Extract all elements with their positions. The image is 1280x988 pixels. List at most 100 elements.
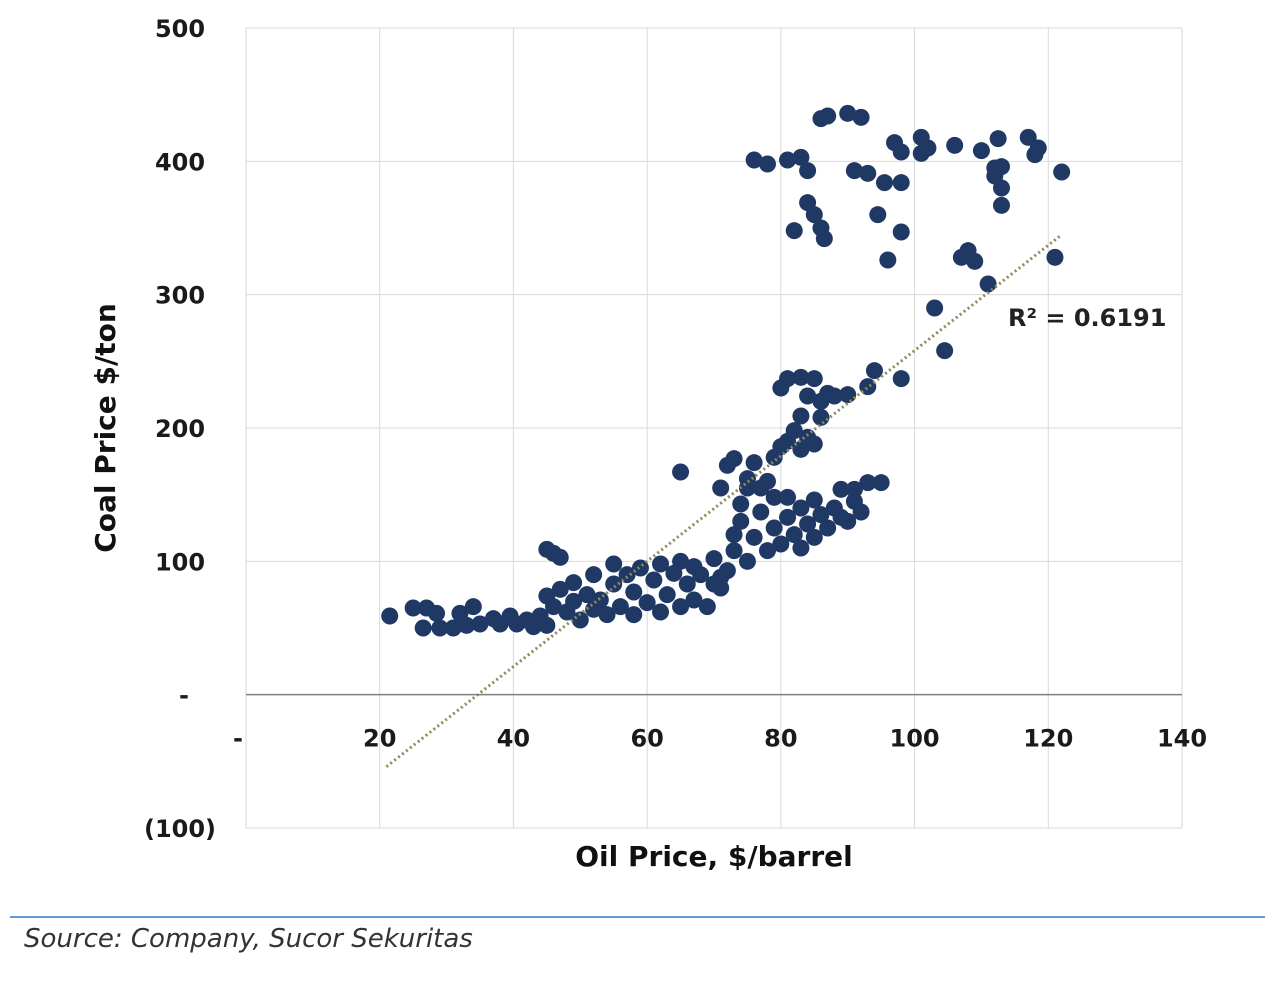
- data-point: [859, 474, 877, 492]
- data-point: [752, 503, 770, 521]
- data-point: [812, 506, 830, 524]
- data-point: [792, 368, 810, 386]
- data-point: [799, 387, 817, 405]
- data-point: [705, 550, 723, 568]
- data-point: [672, 463, 690, 481]
- data-point: [738, 470, 756, 488]
- data-point: [812, 408, 830, 426]
- data-point: [625, 606, 643, 624]
- x-tick-label: 120: [1023, 725, 1073, 753]
- data-point: [471, 615, 489, 633]
- data-point: [551, 548, 569, 566]
- data-point: [1029, 139, 1047, 157]
- data-point: [692, 566, 710, 584]
- data-point: [571, 611, 589, 629]
- data-point: [645, 571, 663, 589]
- data-point: [805, 206, 823, 224]
- data-point: [859, 378, 877, 396]
- data-point: [966, 252, 984, 270]
- data-point: [732, 495, 750, 513]
- data-point: [672, 598, 690, 616]
- x-tick-label: 60: [630, 725, 663, 753]
- data-point: [779, 488, 797, 506]
- y-tick-label: 100: [155, 548, 205, 576]
- data-point: [738, 552, 756, 570]
- trendline: [385, 233, 1063, 768]
- x-tick-label: 40: [497, 725, 530, 753]
- y-tick-label: -: [179, 682, 189, 710]
- data-point: [765, 488, 783, 506]
- data-point: [381, 607, 399, 625]
- x-tick-label: 140: [1157, 725, 1207, 753]
- data-point: [805, 528, 823, 546]
- data-point: [839, 386, 857, 404]
- data-point: [1019, 128, 1037, 146]
- x-tick-label: 80: [764, 725, 797, 753]
- data-point: [805, 370, 823, 388]
- data-point: [578, 586, 596, 604]
- data-point: [631, 559, 649, 577]
- data-point: [892, 143, 910, 161]
- data-point: [658, 586, 676, 604]
- data-point: [758, 155, 776, 173]
- data-point: [605, 575, 623, 593]
- data-point: [852, 503, 870, 521]
- data-point: [819, 519, 837, 537]
- data-point: [785, 222, 803, 240]
- data-point: [464, 598, 482, 616]
- data-point: [1046, 248, 1064, 266]
- y-axis-title: Coal Price $/ton: [89, 303, 122, 553]
- x-tick-label: 20: [363, 725, 396, 753]
- data-point: [825, 387, 843, 405]
- data-point: [765, 519, 783, 537]
- data-point: [869, 206, 887, 224]
- data-point: [805, 435, 823, 453]
- data-point: [989, 130, 1007, 148]
- data-point: [779, 508, 797, 526]
- data-point: [598, 606, 616, 624]
- data-point: [872, 474, 890, 492]
- data-point: [952, 248, 970, 266]
- data-point: [605, 555, 623, 573]
- data-point: [936, 342, 954, 360]
- data-point: [799, 162, 817, 180]
- data-points: [381, 104, 1071, 637]
- data-point: [745, 151, 763, 169]
- data-point: [875, 174, 893, 192]
- data-point: [815, 230, 833, 248]
- data-point: [732, 512, 750, 530]
- x-tick-label: -: [233, 725, 243, 753]
- data-point: [758, 472, 776, 490]
- data-point: [404, 599, 422, 617]
- data-point: [745, 454, 763, 472]
- data-point: [431, 619, 449, 637]
- data-point: [805, 491, 823, 509]
- data-point: [792, 148, 810, 166]
- y-axis-ticks: 500 400 300 200 100 - (100): [144, 15, 216, 843]
- data-point: [712, 579, 730, 597]
- data-point: [785, 422, 803, 440]
- data-point: [678, 575, 696, 593]
- data-point: [946, 136, 964, 154]
- y-tick-label: 300: [155, 282, 205, 310]
- data-point: [972, 142, 990, 160]
- data-point: [879, 251, 897, 269]
- data-point: [458, 616, 476, 634]
- data-point: [852, 108, 870, 126]
- x-axis-title: Oil Price, $/barrel: [575, 840, 853, 873]
- y-tick-label: 400: [155, 148, 205, 176]
- data-point: [444, 619, 462, 637]
- data-point: [545, 598, 563, 616]
- data-point: [565, 592, 583, 610]
- source-divider: [10, 916, 1265, 918]
- y-tick-label: 500: [155, 15, 205, 43]
- data-point: [892, 370, 910, 388]
- source-note: Source: Company, Sucor Sekuritas: [24, 924, 473, 954]
- data-point: [718, 562, 736, 580]
- data-point: [414, 619, 432, 637]
- data-point: [892, 223, 910, 241]
- data-point: [865, 362, 883, 380]
- data-point: [652, 555, 670, 573]
- data-point: [979, 275, 997, 293]
- data-point: [712, 479, 730, 497]
